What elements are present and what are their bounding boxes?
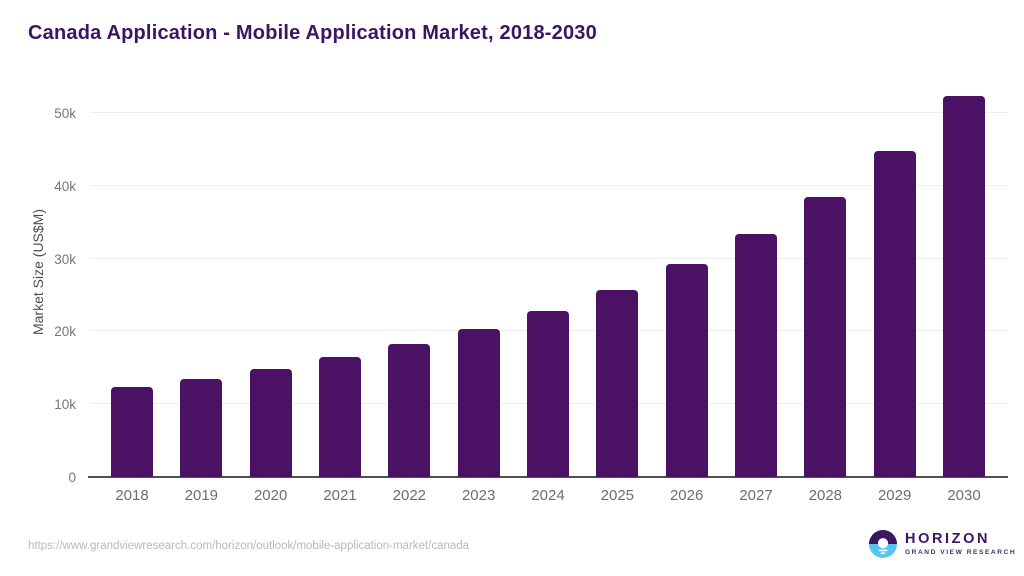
logo-text: HORIZON GRAND VIEW RESEARCH	[905, 530, 1017, 557]
bar-2020[interactable]	[249, 368, 292, 477]
x-tick-label-2021: 2021	[323, 487, 357, 504]
gridline-30k	[90, 257, 1008, 259]
chart-title: Canada Application - Mobile Application …	[28, 22, 597, 44]
x-tick-label-2022: 2022	[392, 487, 427, 504]
bar-2024[interactable]	[527, 311, 569, 477]
x-tick-label-2020: 2020	[253, 487, 288, 504]
gridline-50k	[90, 112, 1008, 113]
horizon-sunset-icon	[869, 530, 897, 558]
logo-subbrand: GRAND VIEW RESEARCH	[905, 549, 1017, 557]
y-tick-label-20k: 20k	[54, 324, 76, 340]
bar-2022[interactable]	[388, 343, 431, 477]
source-url-link[interactable]: https://www.grandviewresearch.com/horizo…	[28, 540, 470, 552]
bar-2029[interactable]	[873, 150, 916, 477]
gridline-40k	[90, 184, 1008, 186]
bar-2023[interactable]	[457, 329, 500, 477]
bar-2030[interactable]	[943, 95, 985, 477]
y-tick-label-10k: 10k	[54, 397, 76, 413]
x-tick-label-2025: 2025	[600, 487, 635, 504]
plot-area: 0 10k 20k 30k 40k 50k 2018 2019 2020 2021 2022 2023…	[54, 95, 1008, 504]
bar-2027[interactable]	[735, 233, 777, 477]
y-axis-title: Market Size (US$M)	[30, 208, 46, 336]
bar-2025[interactable]	[596, 289, 639, 477]
bar-2018[interactable]	[111, 387, 153, 477]
y-tick-label-40k: 40k	[54, 178, 76, 194]
x-tick-label-2029: 2029	[877, 487, 912, 504]
x-tick-label-2023: 2023	[461, 487, 496, 504]
horizon-logo: HORIZON GRAND VIEW RESEARCH	[869, 530, 1016, 558]
bar-2021[interactable]	[319, 356, 361, 477]
x-tick-label-2030: 2030	[947, 487, 981, 504]
bar-2019[interactable]	[180, 379, 223, 477]
bar-2026[interactable]	[665, 264, 708, 477]
y-tick-label-50k: 50k	[54, 106, 76, 121]
x-tick-label-2024: 2024	[531, 487, 565, 504]
y-tick-label-30k: 30k	[54, 251, 76, 267]
x-tick-label-2019: 2019	[184, 487, 219, 504]
x-tick-label-2027: 2027	[739, 487, 773, 504]
x-tick-label-2018: 2018	[115, 487, 149, 504]
x-tick-label-2028: 2028	[808, 487, 843, 504]
x-tick-label-2026: 2026	[669, 487, 704, 504]
y-tick-label-0: 0	[68, 470, 76, 485]
bar-2028[interactable]	[804, 196, 847, 477]
logo-brand: HORIZON	[905, 530, 991, 547]
x-axis-line	[88, 476, 1008, 478]
